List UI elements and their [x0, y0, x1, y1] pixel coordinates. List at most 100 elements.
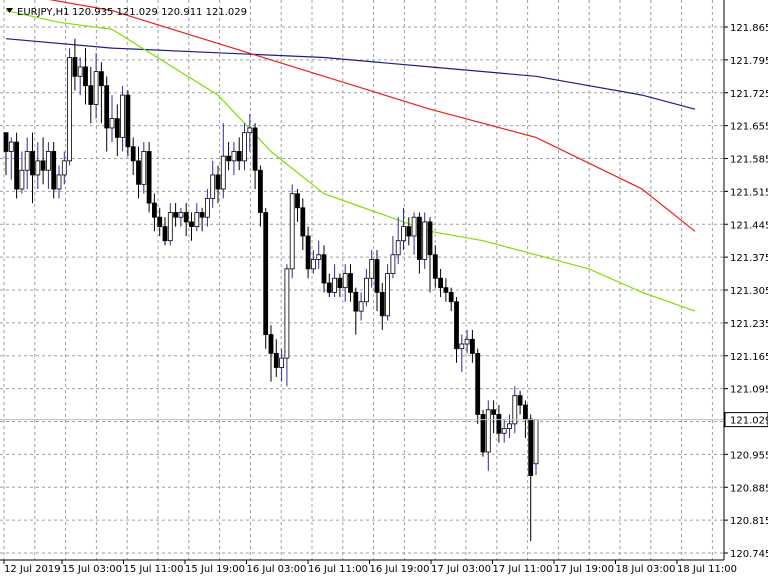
candle — [411, 212, 417, 255]
candle-body — [305, 235, 311, 270]
candle-body — [337, 277, 343, 289]
candle — [194, 203, 200, 232]
candle-body — [226, 155, 232, 162]
candle-body — [300, 207, 306, 237]
y-tick-label: 121.445 — [730, 220, 768, 231]
candle — [401, 207, 406, 251]
candle — [167, 203, 173, 246]
candle-body — [448, 291, 454, 303]
x-tick-label: 17 Jul 11:00 — [493, 564, 553, 575]
candle-body — [427, 221, 433, 256]
candle — [443, 278, 449, 302]
candle-body — [72, 57, 78, 77]
candle — [3, 132, 9, 175]
candle — [517, 390, 523, 415]
candle — [395, 217, 401, 265]
candle — [247, 113, 253, 152]
y-tick-label: 121.725 — [730, 89, 768, 100]
ma-fast-line — [5, 10, 696, 312]
y-tick-label: 121.655 — [730, 122, 768, 133]
candle — [104, 76, 110, 152]
candle-body — [189, 221, 194, 227]
candle — [348, 264, 353, 302]
candle-body — [231, 151, 237, 162]
candle-body — [56, 174, 62, 190]
candle — [363, 268, 369, 307]
candle-body — [199, 212, 205, 218]
candle-body — [35, 160, 41, 176]
candle-body — [40, 160, 46, 171]
candle — [469, 329, 475, 363]
candle — [141, 142, 147, 194]
candle — [226, 142, 232, 171]
candle — [390, 235, 396, 279]
candle-body — [178, 212, 184, 218]
x-tick-label: 18 Jul 11:00 — [677, 564, 737, 575]
candle — [300, 198, 306, 251]
candle-body — [374, 259, 380, 293]
candle-body — [517, 395, 523, 406]
candle — [120, 85, 125, 152]
candle-body — [88, 85, 94, 105]
candle-body — [247, 127, 253, 134]
candle-body — [454, 301, 459, 350]
candle-body — [369, 259, 375, 279]
y-tick-label: 120.815 — [730, 516, 768, 527]
candle — [279, 348, 285, 382]
candle-body — [14, 141, 20, 190]
candle-body — [523, 404, 528, 420]
chevron-down-icon[interactable] — [6, 8, 13, 13]
candle-body — [512, 395, 518, 425]
candle-body — [363, 277, 369, 303]
candle — [83, 48, 88, 105]
candle — [56, 165, 62, 199]
candle — [321, 245, 327, 293]
candle-body — [183, 212, 189, 223]
candle-body — [157, 216, 163, 227]
candle-body — [242, 132, 247, 162]
plot-frame — [0, 0, 725, 561]
candle — [178, 207, 184, 227]
candle — [35, 142, 41, 190]
candle-body — [416, 216, 422, 260]
y-tick-label: 121.165 — [730, 352, 768, 363]
candle — [215, 165, 221, 204]
candle-body — [220, 155, 226, 190]
candle — [67, 48, 72, 166]
candle — [273, 339, 279, 377]
candle-body — [533, 419, 539, 465]
candle — [61, 151, 67, 185]
candle — [99, 62, 104, 124]
candle — [326, 273, 332, 298]
candle-body — [104, 85, 110, 129]
candle — [24, 137, 30, 190]
candle-body — [395, 240, 401, 256]
candle-body — [263, 212, 269, 336]
candle — [189, 212, 194, 241]
candle-body — [485, 409, 491, 453]
candle — [162, 217, 168, 246]
candle-body — [120, 94, 125, 138]
candle — [242, 123, 247, 171]
candle — [40, 137, 46, 185]
candle — [114, 104, 120, 157]
candle-body — [204, 198, 210, 218]
candle — [374, 250, 380, 312]
x-tick-label: 15 Jul 11:00 — [124, 564, 184, 575]
candle — [379, 282, 385, 330]
current-price-tag-box — [724, 412, 768, 428]
candle-body — [162, 226, 168, 242]
candle-body — [284, 268, 290, 359]
candle — [30, 132, 35, 204]
y-tick-label: 121.375 — [730, 253, 768, 264]
candle — [385, 264, 391, 321]
candle — [533, 419, 539, 476]
candle — [427, 217, 433, 293]
candle — [19, 151, 25, 194]
candle-body — [358, 301, 364, 312]
candle — [284, 264, 290, 387]
candle — [157, 207, 163, 236]
moving-averages — [5, 0, 696, 312]
candle-body — [326, 282, 332, 293]
